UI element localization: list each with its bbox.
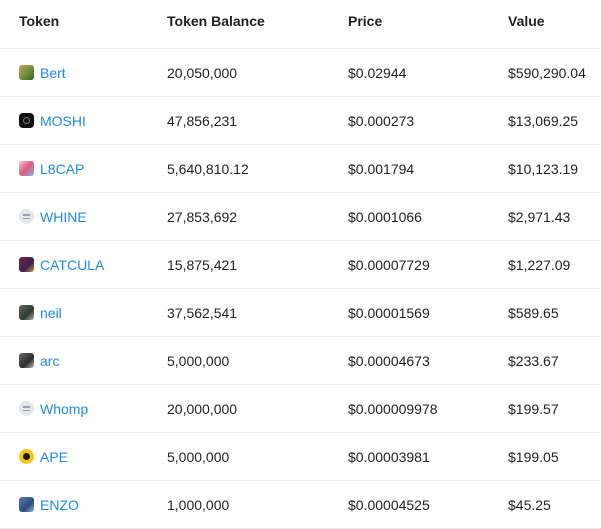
column-header-price: Price: [348, 0, 508, 49]
token-link[interactable]: arc: [19, 353, 167, 369]
value-cell: $233.67: [508, 336, 601, 385]
price-cell: $0.00007729: [348, 240, 508, 289]
price-cell: $0.00001569: [348, 288, 508, 337]
price-cell: $0.000009978: [348, 384, 508, 433]
token-cell: L8CAP: [0, 144, 167, 193]
token-cell: ENZO: [0, 480, 167, 529]
table-body: Bert 20,050,000 $0.02944 $590,290.04 MOS…: [0, 48, 601, 529]
value-cell: $10,123.19: [508, 144, 601, 193]
token-name[interactable]: Whomp: [40, 400, 89, 417]
table-row: Bert 20,050,000 $0.02944 $590,290.04: [0, 48, 601, 97]
l8cap-token-icon: [19, 161, 34, 176]
price-cell: $0.00004525: [348, 480, 508, 529]
value-cell: $45.25: [508, 480, 601, 529]
bert-token-icon: [19, 65, 34, 80]
table-row: Whomp 20,000,000 $0.000009978 $199.57: [0, 384, 601, 433]
token-cell: Whomp: [0, 384, 167, 433]
table-row: ENZO 1,000,000 $0.00004525 $45.25: [0, 480, 601, 529]
column-header-balance: Token Balance: [167, 0, 348, 49]
token-link[interactable]: WHINE: [19, 209, 167, 225]
token-link[interactable]: Whomp: [19, 401, 167, 417]
token-cell: APE: [0, 432, 167, 481]
value-cell: $199.05: [508, 432, 601, 481]
balance-cell: 5,000,000: [167, 432, 348, 481]
table-row: neil 37,562,541 $0.00001569 $589.65: [0, 288, 601, 337]
table-row: CATCULA 15,875,421 $0.00007729 $1,227.09: [0, 240, 601, 289]
token-name[interactable]: ENZO: [40, 496, 79, 513]
value-cell: $1,227.09: [508, 240, 601, 289]
balance-cell: 5,000,000: [167, 336, 348, 385]
token-name[interactable]: L8CAP: [40, 160, 85, 177]
balance-cell: 5,640,810.12: [167, 144, 348, 193]
token-cell: arc: [0, 336, 167, 385]
token-link[interactable]: MOSHI: [19, 113, 167, 129]
token-cell: CATCULA: [0, 240, 167, 289]
price-cell: $0.00004673: [348, 336, 508, 385]
ape-token-icon: [19, 449, 34, 464]
price-cell: $0.0001066: [348, 192, 508, 241]
catcula-token-icon: [19, 257, 34, 272]
token-link[interactable]: neil: [19, 305, 167, 321]
column-header-value: Value: [508, 0, 601, 49]
table-row: APE 5,000,000 $0.00003981 $199.05: [0, 432, 601, 481]
balance-cell: 15,875,421: [167, 240, 348, 289]
enzo-token-icon: [19, 497, 34, 512]
token-link[interactable]: Bert: [19, 65, 167, 81]
token-cell: WHINE: [0, 192, 167, 241]
token-name[interactable]: neil: [40, 304, 62, 321]
arc-token-icon: [19, 353, 34, 368]
token-name[interactable]: CATCULA: [40, 256, 105, 273]
token-link[interactable]: APE: [19, 449, 167, 465]
token-name[interactable]: MOSHI: [40, 112, 86, 129]
token-cell: Bert: [0, 48, 167, 97]
balance-cell: 47,856,231: [167, 96, 348, 145]
value-cell: $13,069.25: [508, 96, 601, 145]
table-header-row: Token Token Balance Price Value: [0, 0, 601, 49]
default-token-icon: [19, 209, 34, 224]
balance-cell: 37,562,541: [167, 288, 348, 337]
token-cell: neil: [0, 288, 167, 337]
price-cell: $0.000273: [348, 96, 508, 145]
default-token-icon: [19, 401, 34, 416]
balance-cell: 27,853,692: [167, 192, 348, 241]
price-cell: $0.001794: [348, 144, 508, 193]
moshi-token-icon: [19, 113, 34, 128]
table-row: MOSHI 47,856,231 $0.000273 $13,069.25: [0, 96, 601, 145]
token-name[interactable]: WHINE: [40, 208, 87, 225]
token-name[interactable]: Bert: [40, 64, 66, 81]
price-cell: $0.00003981: [348, 432, 508, 481]
neil-token-icon: [19, 305, 34, 320]
value-cell: $2,971.43: [508, 192, 601, 241]
token-name[interactable]: arc: [40, 352, 60, 369]
balance-cell: 20,050,000: [167, 48, 348, 97]
table-row: arc 5,000,000 $0.00004673 $233.67: [0, 336, 601, 385]
token-name[interactable]: APE: [40, 448, 69, 465]
balance-cell: 20,000,000: [167, 384, 348, 433]
token-link[interactable]: CATCULA: [19, 257, 167, 273]
value-cell: $589.65: [508, 288, 601, 337]
table-header: Token Token Balance Price Value: [0, 0, 601, 49]
token-link[interactable]: ENZO: [19, 497, 167, 513]
token-link[interactable]: L8CAP: [19, 161, 167, 177]
price-cell: $0.02944: [348, 48, 508, 97]
value-cell: $199.57: [508, 384, 601, 433]
balance-cell: 1,000,000: [167, 480, 348, 529]
table-row: L8CAP 5,640,810.12 $0.001794 $10,123.19: [0, 144, 601, 193]
table-row: WHINE 27,853,692 $0.0001066 $2,971.43: [0, 192, 601, 241]
value-cell: $590,290.04: [508, 48, 601, 97]
token-cell: MOSHI: [0, 96, 167, 145]
column-header-token: Token: [0, 0, 167, 49]
